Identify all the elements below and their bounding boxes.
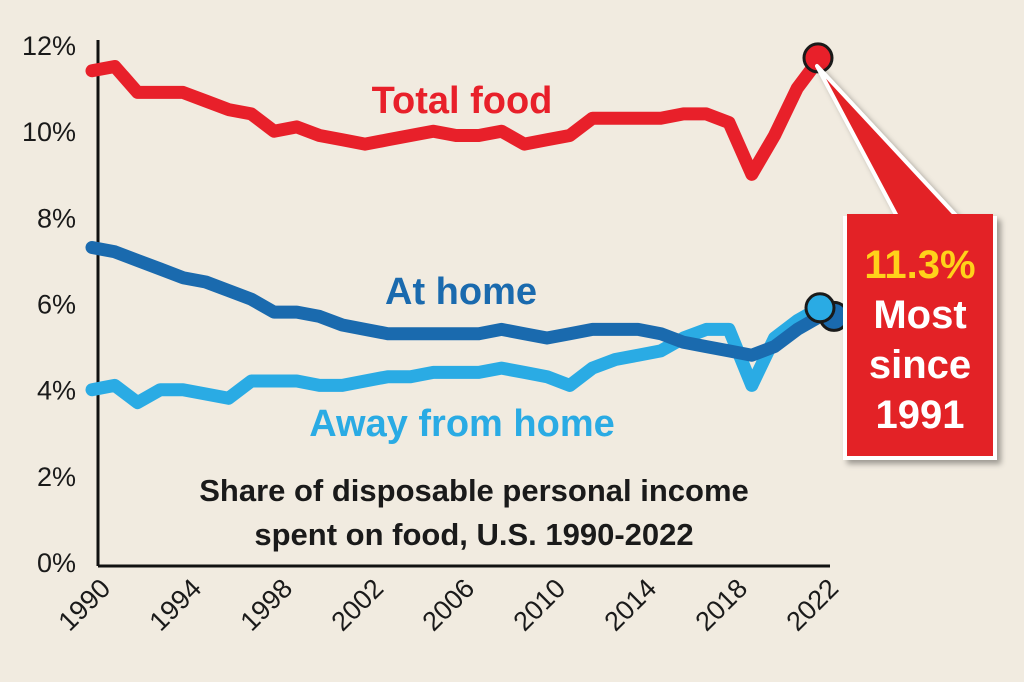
callout [815,64,997,460]
y-tick-label: 4% [37,376,76,406]
series-line-at-home [85,241,827,362]
x-tick-label: 2002 [326,573,390,637]
callout-value: 11.3% [864,243,975,287]
x-tick-label: 1994 [144,573,208,637]
series-label-at-home: At home [385,271,537,313]
x-tick-label: 2010 [508,573,572,637]
y-tick-label: 6% [37,290,76,320]
y-tick-labels: 0% 2% 4% 6% 8% 10% 12% [22,31,76,578]
callout-line-3: 1991 [876,393,965,437]
series-label-total-food: Total food [372,80,553,122]
series-lines [85,51,827,410]
series-label-away-from-home: Away from home [309,403,614,445]
y-tick-label: 2% [37,462,76,492]
y-tick-label: 8% [37,203,76,233]
y-tick-label: 0% [37,548,76,578]
x-tick-labels: 1990 1994 1998 2002 2006 2010 2014 2018 2022 [53,573,845,637]
y-tick-label: 10% [22,117,76,147]
x-tick-label: 2014 [599,573,663,637]
series-line-away-from-home [85,301,827,410]
callout-line-1: Most [873,293,966,337]
x-tick-label: 1990 [53,573,117,637]
chart-title-line-1: Share of disposable personal income [199,473,749,508]
callout-line-2: since [869,343,971,387]
callout-box [843,216,997,460]
x-tick-label: 2018 [690,573,754,637]
callout-pointer [815,64,964,224]
x-tick-label: 2006 [417,573,481,637]
end-marker-away-from-home [804,292,836,324]
chart-title-line-2: spent on food, U.S. 1990-2022 [254,517,693,552]
x-tick-label: 2022 [781,573,845,637]
x-tick-label: 1998 [235,573,299,637]
series-line-total-food [85,51,827,181]
y-tick-label: 12% [22,31,76,61]
